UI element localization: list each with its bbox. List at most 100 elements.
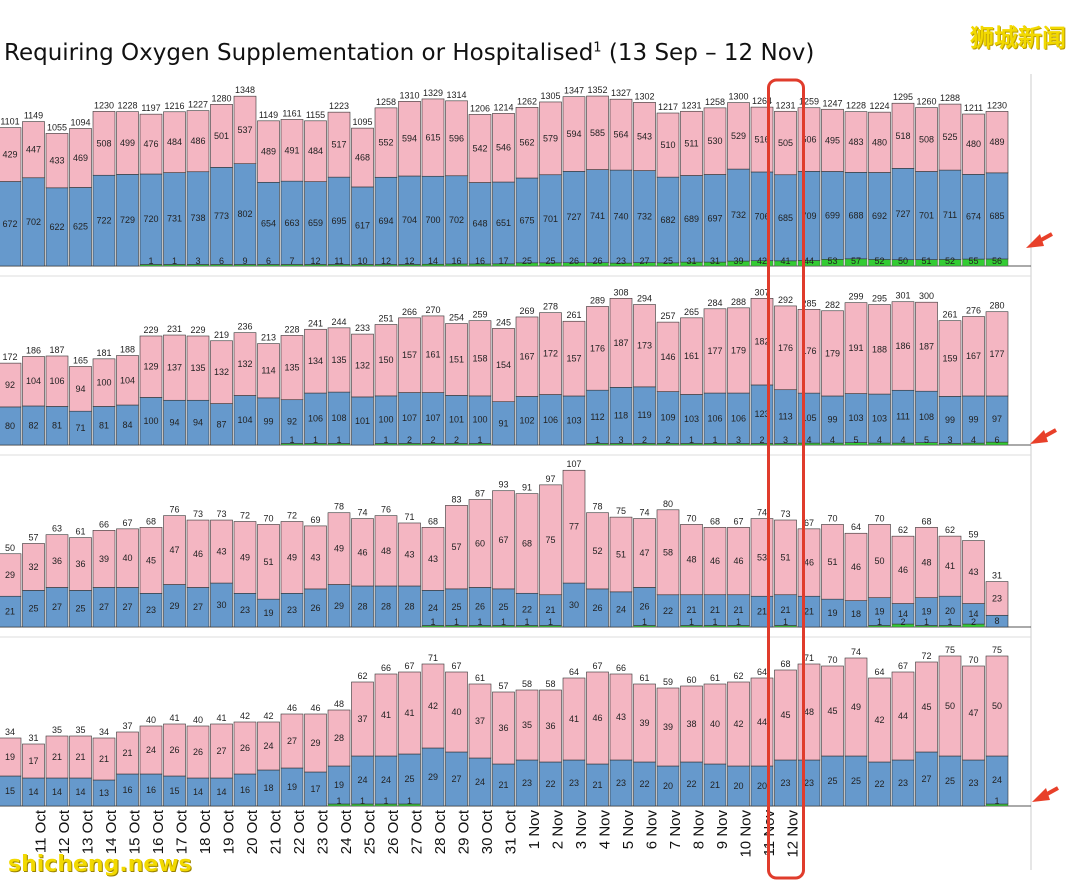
bar-total-label: 60 [686,675,696,685]
bar-total-label: 87 [475,489,485,499]
x-tick-label: 31 Oct [503,809,520,854]
bar-pink [186,725,210,779]
bar-total-label: 62 [898,525,908,535]
bar-total-label: 68 [146,516,156,526]
bar-pink [586,512,609,590]
bar-total-label: 280 [989,301,1004,311]
bar-pink [327,709,351,767]
bar-blue-label: 112 [590,412,604,422]
bar-total-label: 67 [898,661,908,671]
bar-pink-label: 24 [263,741,273,751]
bar-blue-label: 29 [334,601,344,611]
bar-pink-label: 50 [992,701,1002,711]
bar-blue-label: 18 [851,609,861,619]
bar-pink [515,493,539,594]
bar-total-label: 61 [639,673,649,683]
bar-green-label: 6 [219,256,224,266]
x-tick-label: 18 Oct [197,809,214,854]
bar-pink [774,519,797,596]
bar-pink-label: 48 [381,546,391,556]
bar-green-label: 1 [172,256,177,266]
bar-pink-label: 26 [240,743,250,753]
bar-total-label: 229 [143,325,158,335]
bar-pink-label: 49 [287,552,297,562]
bar-pink [891,535,915,604]
bar-pink [985,311,1009,397]
bar-total-label: 236 [237,322,252,332]
bar-green-label: 14 [428,256,438,266]
bar-green-label: 1 [336,435,341,445]
bar-blue-label: 17 [310,784,320,794]
bar-total-label: 219 [214,330,229,340]
bar-total-label: 1314 [446,90,466,100]
bar-blue-label: 99 [945,415,955,425]
bar-pink [938,103,962,171]
bar-pink [398,101,421,177]
bar-total-label: 288 [731,297,746,307]
bar-pink-label: 41 [945,561,955,571]
x-tick-label: 1 Nov [526,810,543,850]
bar-blue-label: 21 [780,605,790,615]
bar-total-label: 1216 [164,101,184,111]
bar-total-label: 68 [921,516,931,526]
bar-total-label: 1230 [94,100,114,110]
bar-pink-label: 37 [357,714,367,724]
bar-total-label: 67 [451,661,461,671]
bar-green-label: 1 [877,617,882,627]
bar-pink [468,683,492,759]
bar-pink [656,687,680,767]
bar-total-label: 68 [780,659,790,669]
bar-green-label: 1 [689,617,694,627]
bar-pink [539,101,562,176]
chart-title-main: Requiring Oxygen Supplementation or Hosp… [4,40,594,66]
bar-pink-label: 68 [522,538,532,548]
bar-green-label: 1 [642,617,647,627]
bar-pink-label: 46 [851,562,861,572]
bar-pink [327,512,351,585]
bar-pink [586,671,609,765]
bar-pink-label: 542 [472,143,487,153]
x-tick-label: 27 Oct [409,809,426,854]
bar-total-label: 75 [992,645,1002,655]
bar-pink-label: 19 [5,752,15,762]
bar-pink [915,527,938,598]
bar-blue-label: 15 [169,786,179,796]
bar-total-label: 64 [757,667,767,677]
bar-pink-label: 39 [99,554,109,564]
bar-pink [257,343,280,399]
bar-green-label: 3 [618,435,623,445]
bar-total-label: 1259 [799,97,819,107]
bar-pink-label: 476 [143,139,158,149]
bar-pink-label: 537 [237,125,252,135]
bar-pink [468,499,492,588]
x-tick-label: 15 Oct [127,809,144,854]
bar-blue-label: 80 [5,421,15,431]
bar-pink-label: 43 [310,552,320,562]
bar-pink-label: 186 [895,341,910,351]
bar-blue-label: 25 [827,776,837,786]
bar-total-label: 70 [263,513,273,523]
bar-pink-label: 157 [566,354,581,364]
bar-blue-label: 28 [404,601,414,611]
bar-green-label: 2 [971,617,976,627]
bar-blue-label: 21 [710,780,720,790]
bar-blue-label: 19 [334,780,344,790]
bar-total-label: 97 [545,474,555,484]
bar-pink-label: 45 [827,706,837,716]
bar-pink [327,111,351,178]
bar-total-label: 41 [169,713,179,723]
bar-total-label: 64 [569,667,579,677]
bar-blue-label: 727 [566,212,581,222]
bar-total-label: 278 [543,302,558,312]
bar-pink-label: 46 [710,556,720,566]
bar-total-label: 62 [357,671,367,681]
x-tick-label: 5 Nov [620,810,637,850]
bar-blue-label: 20 [757,781,767,791]
bar-pink [868,111,891,173]
bar-pink-label: 49 [334,544,344,554]
bar-total-label: 68 [710,516,720,526]
bar-pink-label: 43 [968,567,978,577]
bar-total-label: 50 [5,543,15,553]
bar-green-label: 10 [357,256,367,266]
bar-pink [257,721,280,771]
